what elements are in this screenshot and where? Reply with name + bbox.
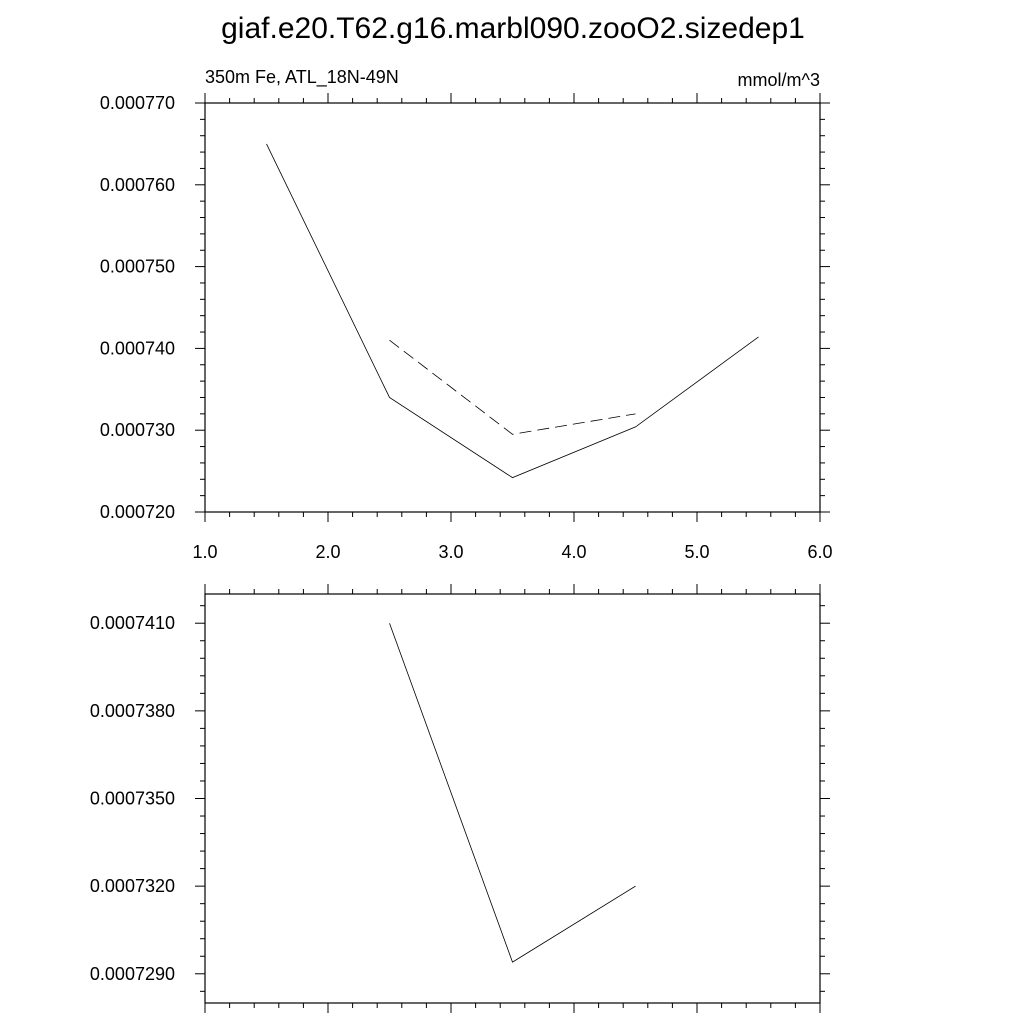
bottom-chart-y-tick-label: 0.0007410: [90, 613, 175, 633]
top-chart-y-tick-label: 0.000750: [100, 257, 175, 277]
top-chart-x-tick-label: 4.0: [561, 542, 586, 562]
figure-title: giaf.e20.T62.g16.marbl090.zooO2.sizedep1: [221, 12, 805, 45]
top-chart-y-tick-label: 0.000740: [100, 338, 175, 358]
top-chart-x-tick-label: 3.0: [438, 542, 463, 562]
bottom-chart-panel: 0.0007290 0.0007320 0.0007350 0.0007380 0.00…: [90, 584, 830, 1013]
bottom-chart-ticks: [195, 584, 830, 1013]
top-chart-x-tick-label: 6.0: [807, 542, 832, 562]
top-chart-y-tick-label: 0.000720: [100, 502, 175, 522]
top-chart-ticks: [195, 93, 830, 522]
bottom-chart-y-tick-label: 0.0007290: [90, 964, 175, 984]
top-chart-y-tick-label: 0.000730: [100, 420, 175, 440]
top-chart-units-label: mmol/m^3: [738, 70, 820, 90]
top-chart-x-tick-label: 1.0: [192, 542, 217, 562]
top-chart-series-1-line: [389, 339, 636, 435]
top-chart-panel: 350m Fe, ATL_18N-49N mmol/m^3 1.0 2.0 3.0 4…: [100, 67, 833, 562]
top-chart-y-tick-label: 0.000760: [100, 175, 175, 195]
top-chart-y-tick-label: 0.000770: [100, 93, 175, 113]
bottom-chart-y-tick-label: 0.0007320: [90, 876, 175, 896]
bottom-chart-series-0-line: [389, 623, 636, 963]
top-chart-series-0-line: [266, 143, 759, 479]
top-chart-x-tick-label: 2.0: [315, 542, 340, 562]
bottom-chart-y-tick-label: 0.0007350: [90, 789, 175, 809]
top-chart-frame: [204, 102, 821, 513]
top-chart-x-tick-label: 5.0: [684, 542, 709, 562]
top-chart-left-label: 350m Fe, ATL_18N-49N: [205, 67, 399, 88]
bottom-chart-frame: [204, 593, 821, 1004]
bottom-chart-y-tick-label: 0.0007380: [90, 701, 175, 721]
